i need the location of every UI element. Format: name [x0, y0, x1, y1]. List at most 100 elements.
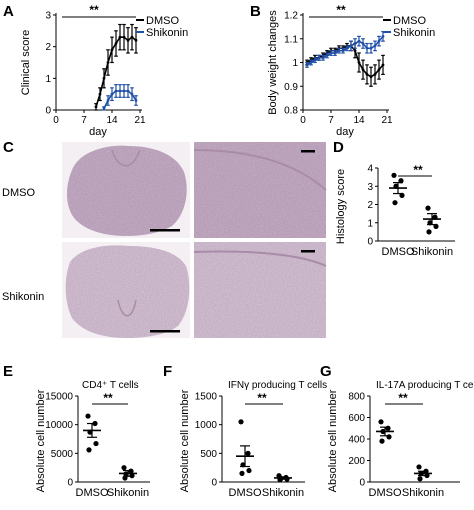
group-dmso [83, 413, 101, 453]
category-label: Shikonin [402, 487, 444, 499]
significance-stars: ** [398, 391, 408, 405]
significance-stars: ** [103, 391, 113, 405]
legend-entry: DMSO [393, 15, 426, 27]
y-tick-label: 500 [200, 449, 217, 460]
data-point [86, 447, 92, 453]
data-point [357, 39, 361, 43]
y-tick-label: 2 [367, 200, 373, 211]
data-point [118, 89, 122, 93]
category-label: Shikonin [411, 246, 453, 258]
micrograph-dmso-high [193, 142, 327, 238]
data-point [110, 48, 114, 52]
group-shikonin [274, 473, 292, 483]
data-point [94, 105, 98, 109]
data-point [378, 419, 384, 425]
data-point [317, 56, 321, 60]
group-dmso [236, 419, 254, 476]
y-axis-label: Absolute cell number [35, 389, 47, 492]
data-point [426, 229, 432, 235]
y-tick-label: 0 [359, 478, 365, 489]
y-tick-label: 1.1 [284, 34, 298, 45]
y-tick-label: 15000 [45, 392, 73, 403]
series-shikonin [305, 31, 385, 68]
data-point [106, 61, 110, 64]
y-tick-label: 0 [67, 478, 73, 489]
data-point [85, 413, 91, 419]
data-point [365, 72, 369, 76]
legend-entry: Shikonin [393, 27, 435, 39]
data-point [106, 99, 110, 102]
data-point [110, 92, 114, 96]
legend-entry: Shikonin [146, 27, 188, 39]
y-tick-label: 0.9 [284, 82, 298, 93]
x-tick-label: 0 [300, 115, 306, 126]
y-axis-label: Absolute cell number [327, 389, 339, 492]
data-point [341, 49, 345, 53]
micrograph-shikonin-high [193, 242, 327, 338]
data-point [126, 89, 130, 93]
micrograph-shikonin-low [62, 242, 190, 338]
group-dmso [376, 419, 394, 444]
y-tick-label: 3 [367, 182, 373, 193]
data-point [379, 438, 385, 444]
data-point [238, 419, 244, 425]
y-tick-label: 10000 [45, 420, 73, 431]
panel-label-c: C [3, 139, 14, 156]
y-tick-label: 1 [367, 218, 373, 229]
data-point [417, 476, 423, 482]
data-point [305, 63, 309, 67]
y-tick-label: 800 [348, 392, 365, 403]
data-point [313, 58, 317, 62]
y-tick-label: 400 [348, 435, 365, 446]
data-point [102, 107, 106, 110]
y-tick-label: 0 [211, 478, 217, 489]
series-shikonin [102, 84, 138, 111]
data-point [391, 172, 397, 178]
y-tick-label: 1500 [195, 392, 218, 403]
data-point [337, 49, 341, 53]
x-tick-label: 0 [53, 115, 59, 126]
data-point [361, 68, 365, 72]
y-tick-label: 4 [367, 164, 373, 175]
data-point [369, 75, 373, 79]
y-tick-label: 0 [367, 237, 373, 248]
body-weight-chart: 0 7 14 21 0.8 0.9 1 1.1 1.2 day Body weight change… [267, 3, 435, 138]
data-point [134, 38, 138, 42]
category-label: Shikonin [107, 487, 149, 499]
data-point [353, 42, 357, 45]
significance-stars: ** [413, 163, 423, 177]
data-point [381, 63, 385, 67]
group-shikonin [423, 205, 441, 235]
data-point [361, 42, 365, 45]
panel-label-b: B [250, 3, 261, 20]
x-tick-label: 21 [381, 115, 393, 126]
data-point [114, 42, 118, 45]
data-point [134, 99, 138, 102]
data-point [321, 56, 325, 60]
group-shikonin [119, 465, 137, 481]
data-point [373, 72, 377, 76]
significance-stars: ** [257, 391, 267, 405]
data-point [385, 425, 391, 431]
row-label-shikonin: Shikonin [2, 291, 44, 303]
chart-title: CD4⁺ T cells [82, 380, 139, 391]
y-tick-label: 1.2 [284, 11, 298, 22]
series-dmso [94, 23, 138, 111]
category-label: DMSO [382, 246, 415, 258]
data-point [239, 470, 245, 476]
significance-stars: ** [89, 3, 99, 17]
data-point [416, 464, 422, 470]
y-tick-label: 0 [45, 106, 51, 117]
data-point [246, 467, 252, 474]
x-tick-label: 7 [328, 115, 334, 126]
data-point [245, 450, 251, 456]
y-axis-label: Body weight changes [267, 10, 279, 115]
panel-label-a: A [3, 3, 14, 20]
category-label: DMSO [76, 487, 109, 499]
ifng-t-cells-chart: 0 500 1000 1500 DMSO Shikonin Absolute cell nu… [179, 380, 327, 499]
y-tick-label: 1000 [195, 420, 218, 431]
data-point [365, 46, 369, 50]
y-tick-label: 1 [45, 74, 51, 85]
data-point [377, 68, 381, 72]
